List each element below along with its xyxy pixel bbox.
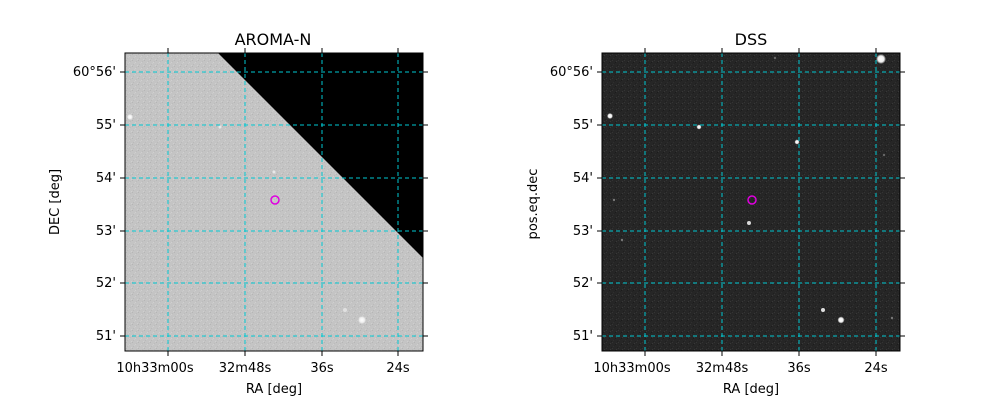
x-tick-labels: 10h33m00s 32m48s 36s 24s [593, 361, 888, 376]
star [218, 125, 222, 129]
star [358, 316, 366, 324]
panel-dss: DSS [526, 30, 905, 397]
x-tick-labels: 10h33m00s 32m48s 36s 24s [116, 361, 410, 376]
image-area [602, 53, 900, 351]
star [127, 114, 133, 120]
panel-title: DSS [735, 30, 768, 49]
y-tick-labels: 51' 52' 53' 54' 55' 60°56' [73, 65, 116, 344]
x-tick-label: 32m48s [219, 361, 272, 376]
star [343, 308, 347, 312]
star [837, 316, 845, 324]
x-tick-label: 10h33m00s [116, 361, 194, 376]
y-tick-labels: 51' 52' 53' 54' 55' 60°56' [550, 65, 593, 344]
x-tick-label: 10h33m00s [593, 361, 671, 376]
y-tick-label: 51' [573, 329, 593, 344]
grid [125, 53, 423, 351]
x-tick-label: 32m48s [696, 361, 749, 376]
y-tick-label: 51' [96, 329, 116, 344]
y-tick-label: 55' [96, 118, 116, 133]
star [876, 54, 886, 64]
y-tick-label: 52' [96, 276, 116, 291]
panel-title: AROMA-N [235, 30, 312, 49]
x-axis-label: RA [deg] [723, 382, 779, 397]
y-axis-label: pos.eq.dec [526, 169, 541, 240]
axes-frame [601, 52, 901, 352]
star [612, 198, 616, 202]
y-tick-label: 54' [96, 171, 116, 186]
y-tick-label: 53' [573, 224, 593, 239]
y-tick-label: 53' [96, 224, 116, 239]
target-marker [270, 195, 280, 205]
star [747, 221, 751, 225]
star [607, 113, 613, 119]
star [794, 139, 800, 145]
star [890, 316, 894, 320]
y-axis-label: DEC [deg] [48, 169, 63, 235]
target-marker [747, 195, 757, 205]
y-tick-label: 54' [573, 171, 593, 186]
x-tick-label: 36s [310, 361, 334, 376]
star [272, 170, 276, 174]
x-tick-label: 36s [787, 361, 811, 376]
x-tick-label: 24s [386, 361, 410, 376]
star [620, 238, 624, 242]
tick-marks [597, 48, 905, 356]
image-area [125, 53, 423, 351]
masked-region [218, 53, 423, 258]
x-tick-label: 24s [864, 361, 888, 376]
y-tick-label: 60°56' [550, 65, 593, 80]
star [773, 56, 777, 60]
y-tick-label: 52' [573, 276, 593, 291]
star [882, 153, 886, 157]
tick-marks [120, 48, 428, 356]
star [821, 308, 825, 312]
y-tick-label: 55' [573, 118, 593, 133]
x-axis-label: RA [deg] [246, 382, 302, 397]
star [696, 124, 702, 130]
panel-aroma-n: AROMA-N [48, 30, 428, 397]
y-tick-label: 60°56' [73, 65, 116, 80]
grid [602, 53, 900, 351]
axes-frame [124, 52, 424, 352]
